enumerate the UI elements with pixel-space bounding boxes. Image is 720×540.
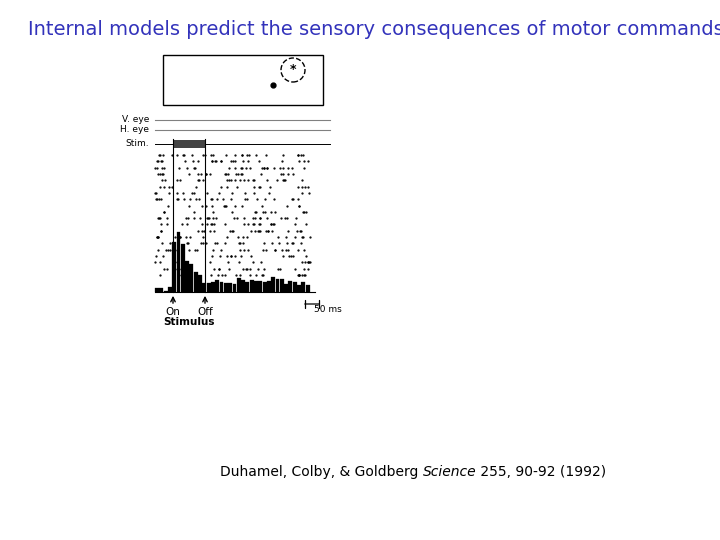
Bar xyxy=(202,282,206,292)
Text: Off: Off xyxy=(197,307,213,317)
Bar xyxy=(211,282,215,292)
Bar xyxy=(220,282,223,292)
Bar xyxy=(194,272,198,292)
Bar xyxy=(215,280,219,292)
Bar xyxy=(284,285,288,292)
Bar xyxy=(172,242,176,292)
Bar xyxy=(168,287,172,292)
Bar xyxy=(276,279,279,292)
Bar xyxy=(267,281,271,292)
Bar xyxy=(228,282,232,292)
Bar xyxy=(176,232,181,292)
Bar xyxy=(189,265,194,292)
Bar xyxy=(263,282,266,292)
Circle shape xyxy=(281,58,305,82)
Text: 50 ms: 50 ms xyxy=(314,305,342,314)
Text: V. eye: V. eye xyxy=(122,116,149,125)
Bar xyxy=(198,275,202,292)
Bar xyxy=(293,282,297,292)
Text: 255, 90-92 (1992): 255, 90-92 (1992) xyxy=(477,465,606,479)
Bar xyxy=(173,140,205,148)
Text: Stimulus: Stimulus xyxy=(163,317,215,327)
Bar xyxy=(306,285,310,292)
Bar xyxy=(250,280,253,292)
Bar xyxy=(237,279,240,292)
Bar xyxy=(280,279,284,292)
Text: Stim.: Stim. xyxy=(125,139,149,148)
Text: H. eye: H. eye xyxy=(120,125,149,134)
Text: Duhamel, Colby, & Goldberg: Duhamel, Colby, & Goldberg xyxy=(220,465,423,479)
Bar xyxy=(163,55,323,105)
Bar xyxy=(224,284,228,292)
Bar xyxy=(254,281,258,292)
Bar xyxy=(271,278,275,292)
Bar xyxy=(155,288,159,292)
Bar xyxy=(159,288,163,292)
Bar xyxy=(302,282,305,292)
Bar xyxy=(181,244,185,292)
Bar xyxy=(163,291,168,292)
Bar xyxy=(233,284,236,292)
Bar xyxy=(297,285,301,292)
Bar xyxy=(246,282,249,292)
Bar xyxy=(289,281,292,292)
Text: On: On xyxy=(166,307,181,317)
Text: Science: Science xyxy=(423,465,477,479)
Bar xyxy=(241,280,245,292)
Text: *: * xyxy=(289,64,296,77)
Text: Internal models predict the sensory consequences of motor commands: Internal models predict the sensory cons… xyxy=(28,20,720,39)
Bar xyxy=(258,281,262,292)
Bar xyxy=(207,284,210,292)
Bar xyxy=(185,261,189,292)
